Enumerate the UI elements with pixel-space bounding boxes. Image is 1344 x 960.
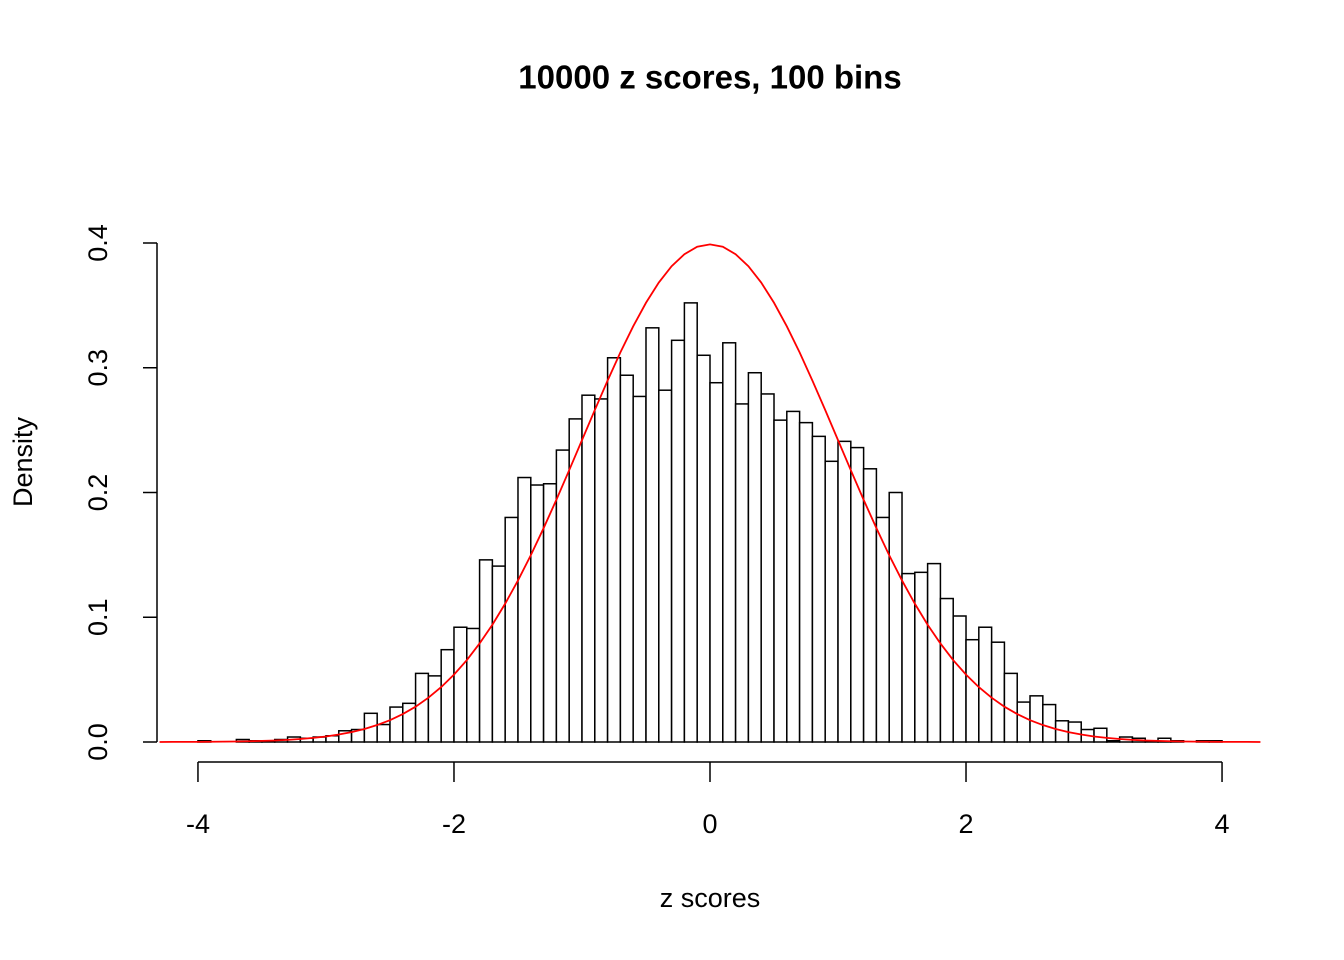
bar (440, 648, 455, 743)
bar (581, 394, 596, 743)
x-tick-label: -2 (442, 809, 466, 839)
bar (1029, 695, 1044, 743)
bar (1016, 701, 1031, 743)
bar (1042, 703, 1057, 743)
y-axis-label: Density (8, 416, 38, 507)
bar (696, 354, 711, 743)
x-axis-label: z scores (660, 883, 761, 913)
bar (990, 641, 1006, 743)
bar (811, 435, 826, 743)
y-tick-label: 0.3 (83, 349, 113, 387)
bar (798, 421, 814, 743)
bar (747, 371, 762, 743)
bar (1093, 727, 1108, 743)
bar (517, 476, 532, 743)
bar (837, 440, 852, 743)
bar (658, 389, 673, 743)
bar (491, 565, 506, 743)
x-tick-label: 4 (1215, 809, 1230, 839)
y-tick-label: 0.2 (83, 474, 113, 512)
chart-title: 10000 z scores, 100 bins (518, 59, 901, 96)
bar (965, 638, 980, 743)
bar (952, 615, 967, 743)
bar (594, 398, 609, 743)
bar (926, 562, 942, 743)
x-tick-label: -4 (186, 809, 210, 839)
bar (760, 393, 775, 743)
bar (645, 327, 660, 743)
bar (914, 571, 929, 743)
bar (427, 675, 442, 743)
bar (978, 626, 993, 743)
x-tick-label: 0 (702, 809, 717, 839)
y-tick-label: 0.1 (83, 598, 113, 636)
x-tick-label: 2 (959, 809, 974, 839)
y-tick-label: 0.0 (83, 723, 113, 761)
bar (786, 410, 801, 743)
bar (939, 597, 954, 743)
bar (414, 672, 430, 743)
bar (722, 342, 737, 743)
bar (888, 491, 903, 743)
bar (670, 339, 686, 743)
bar (478, 559, 494, 743)
bar (773, 419, 788, 743)
bar (606, 357, 622, 743)
y-tick-label: 0.4 (83, 224, 113, 262)
bar (1106, 740, 1121, 743)
bar (402, 702, 417, 743)
bar (530, 484, 545, 743)
bar (709, 381, 724, 743)
bar (632, 395, 647, 743)
bar (683, 302, 698, 743)
bar (862, 468, 878, 743)
bar (850, 446, 865, 743)
bar (619, 374, 634, 743)
bar (453, 626, 468, 743)
bar (734, 403, 750, 743)
bar (504, 516, 519, 743)
density-curve (159, 243, 1261, 743)
bar (376, 723, 391, 743)
bar (389, 706, 404, 743)
bar (824, 460, 839, 743)
